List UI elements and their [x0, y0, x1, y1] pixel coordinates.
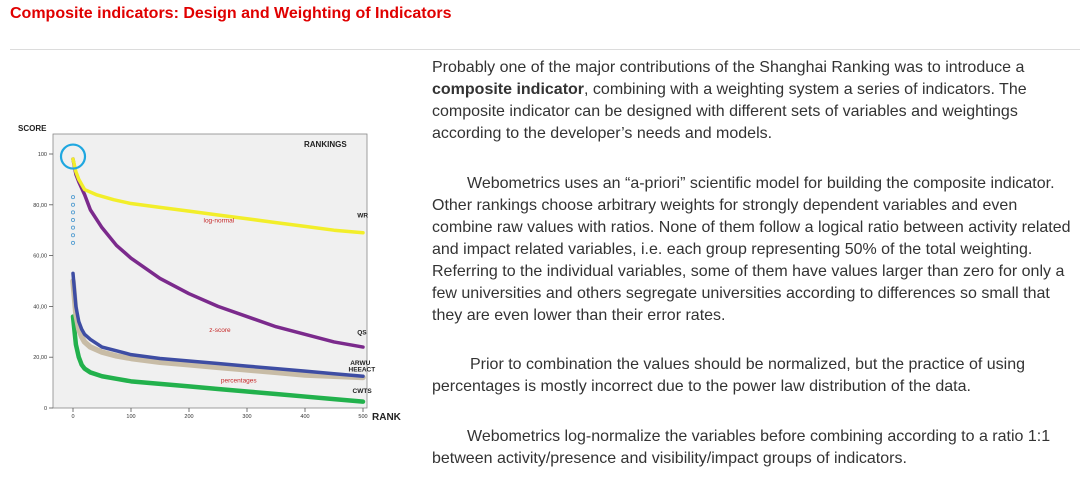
paragraph-3-text: Prior to combination the values should b…	[432, 356, 1025, 395]
x-tick-label: 300	[242, 414, 251, 420]
scatter-point	[71, 233, 76, 238]
series-line-arwu	[71, 271, 365, 378]
paragraph-2: Webometrics uses an “a-priori” scientifi…	[432, 173, 1072, 327]
x-tick-label: 400	[300, 414, 309, 420]
series-line-wr	[71, 157, 365, 235]
series-line-cwts	[70, 314, 366, 404]
x-tick-label: 0	[71, 414, 74, 420]
y-tick-label: 20,00	[33, 355, 47, 361]
scatter-point	[71, 210, 76, 215]
paragraph-4: Webometrics log-normalize the variables …	[432, 426, 1072, 470]
page-title: Composite indicators: Design and Weighti…	[10, 5, 452, 22]
paragraph-1: Probably one of the major contributions …	[432, 57, 1072, 145]
y-tick-label: 0	[44, 406, 47, 412]
annotation-label: ARWU	[350, 360, 370, 367]
annotation-label: percentages	[221, 378, 258, 385]
paragraph-1-intro: Probably one of the major contributions …	[432, 59, 1025, 76]
scatter-point	[71, 195, 76, 200]
annotation-label: WR	[357, 213, 368, 220]
highlight-circle	[59, 143, 87, 170]
rankings-figure: SCORE RANK RANKINGS 0 20,00 40,00 60,00 80,00 10…	[17, 121, 406, 423]
annotation-label: HEEACT	[349, 366, 376, 373]
y-tick-label: 40,00	[33, 304, 47, 310]
annotation-label: log-normal	[204, 218, 235, 225]
scatter-point	[71, 218, 76, 223]
y-tick-label: 80,00	[33, 203, 47, 209]
scatter-point	[71, 240, 76, 245]
series-line-qs	[71, 157, 365, 349]
series-line-heeact	[70, 278, 366, 381]
scatter-point	[71, 225, 76, 230]
x-tick-label: 200	[184, 414, 193, 420]
paragraph-2-text: Webometrics uses an “a-priori” scientifi…	[432, 175, 1071, 324]
annotation-label: CWTS	[353, 388, 373, 395]
paragraph-3: Prior to combination the values should b…	[432, 354, 1072, 398]
chart-title: RANKINGS	[304, 140, 347, 149]
paragraph-1-rest: , combining with a weighting system a se…	[432, 81, 1027, 142]
x-tick-label: 500	[358, 414, 367, 420]
composite-indicator-term: composite indicator	[432, 81, 585, 98]
annotation-label: z-score	[209, 327, 231, 334]
y-axis-label: SCORE	[18, 124, 47, 133]
annotation-label: QS	[357, 329, 367, 336]
paragraph-4-text: Webometrics log-normalize the variables …	[432, 428, 1051, 467]
y-tick-label: 60,00	[33, 254, 47, 260]
title-divider	[10, 49, 1080, 50]
scatter-point	[71, 202, 76, 207]
x-tick-label: 100	[126, 414, 135, 420]
rankings-chart: SCORE RANK RANKINGS 0 20,00 40,00 60,00 80,00 10…	[17, 121, 406, 423]
y-tick-label: 100	[38, 152, 47, 158]
x-axis-label: RANK	[372, 412, 402, 423]
